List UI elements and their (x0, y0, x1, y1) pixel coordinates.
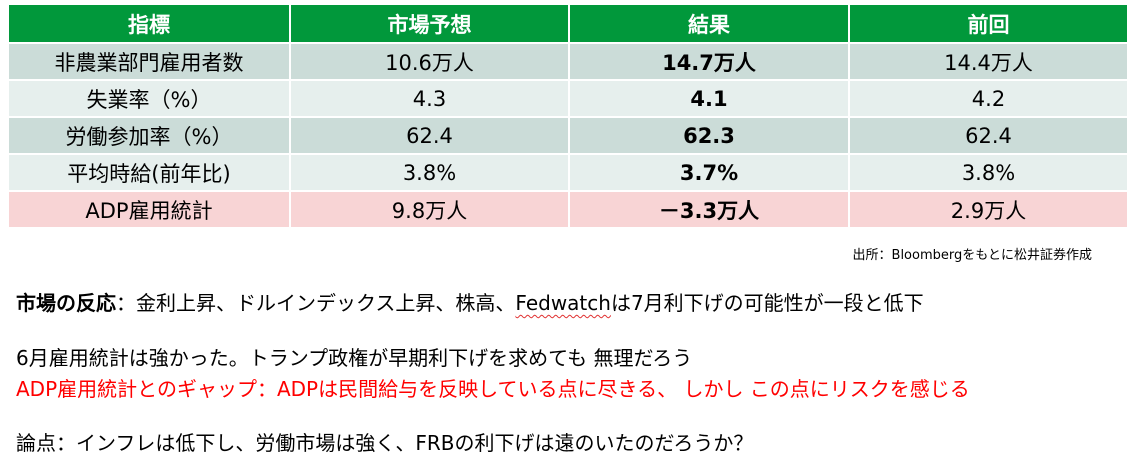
result-cell: 62.3 (568, 116, 850, 155)
previous-cell: 2.9万人 (848, 190, 1129, 229)
market-reaction-tail: は7月利下げの可能性が一段と低下 (610, 291, 924, 315)
fedwatch-term: Fedwatch (515, 291, 611, 315)
previous-cell: 14.4万人 (848, 42, 1129, 81)
forecast-cell: 4.3 (289, 79, 570, 118)
market-reaction-line: 市場の反応：金利上昇、ドルインデックス上昇、株高、Fedwatchは7月利下げの… (16, 290, 924, 316)
indicator-cell: 平均時給(前年比) (7, 153, 291, 192)
table-row: 失業率（%） 4.3 4.1 4.2 (7, 79, 1129, 118)
result-cell: －3.3万人 (568, 190, 850, 229)
previous-cell: 4.2 (848, 79, 1129, 118)
header-forecast: 市場予想 (289, 3, 570, 44)
result-cell: 3.7% (568, 153, 850, 192)
header-result: 結果 (568, 3, 850, 44)
previous-cell: 62.4 (848, 116, 1129, 155)
indicator-cell: 労働参加率（%） (7, 116, 291, 155)
issue-comment: 論点：インフレは低下し、労働市場は強く、FRBの利下げは遠のいたのだろうか？ (16, 431, 754, 455)
forecast-cell: 9.8万人 (289, 190, 570, 229)
table-row: 労働参加率（%） 62.4 62.3 62.4 (7, 116, 1129, 155)
result-cell: 4.1 (568, 79, 850, 118)
header-indicator: 指標 (7, 3, 291, 44)
result-cell: 14.7万人 (568, 42, 850, 81)
forecast-cell: 62.4 (289, 116, 570, 155)
header-previous: 前回 (848, 3, 1129, 44)
previous-cell: 3.8% (848, 153, 1129, 192)
market-reaction-label: 市場の反応 (16, 291, 116, 315)
table-row-adp: ADP雇用統計 9.8万人 －3.3万人 2.9万人 (7, 190, 1129, 229)
employment-comment: 6月雇用統計は強かった。トランプ政権が早期利下げを求めても 無理だろう (16, 346, 693, 370)
employment-data-table: 指標 市場予想 結果 前回 非農業部門雇用者数 10.6万人 14.7万人 14… (7, 3, 1129, 229)
indicator-cell: 非農業部門雇用者数 (7, 42, 291, 81)
table-row: 非農業部門雇用者数 10.6万人 14.7万人 14.4万人 (7, 42, 1129, 81)
adp-gap-comment: ADP雇用統計とのギャップ：ADPは民間給与を反映している点に尽きる、 しかし … (16, 377, 970, 401)
source-note: 出所：Bloombergをもとに松井証券作成 (852, 248, 1092, 263)
table-header-row: 指標 市場予想 結果 前回 (7, 3, 1129, 44)
indicator-cell: 失業率（%） (7, 79, 291, 118)
table-row: 平均時給(前年比) 3.8% 3.7% 3.8% (7, 153, 1129, 192)
market-reaction-text: ：金利上昇、ドルインデックス上昇、株高、 (116, 291, 516, 315)
forecast-cell: 10.6万人 (289, 42, 570, 81)
indicator-cell: ADP雇用統計 (7, 190, 291, 229)
forecast-cell: 3.8% (289, 153, 570, 192)
